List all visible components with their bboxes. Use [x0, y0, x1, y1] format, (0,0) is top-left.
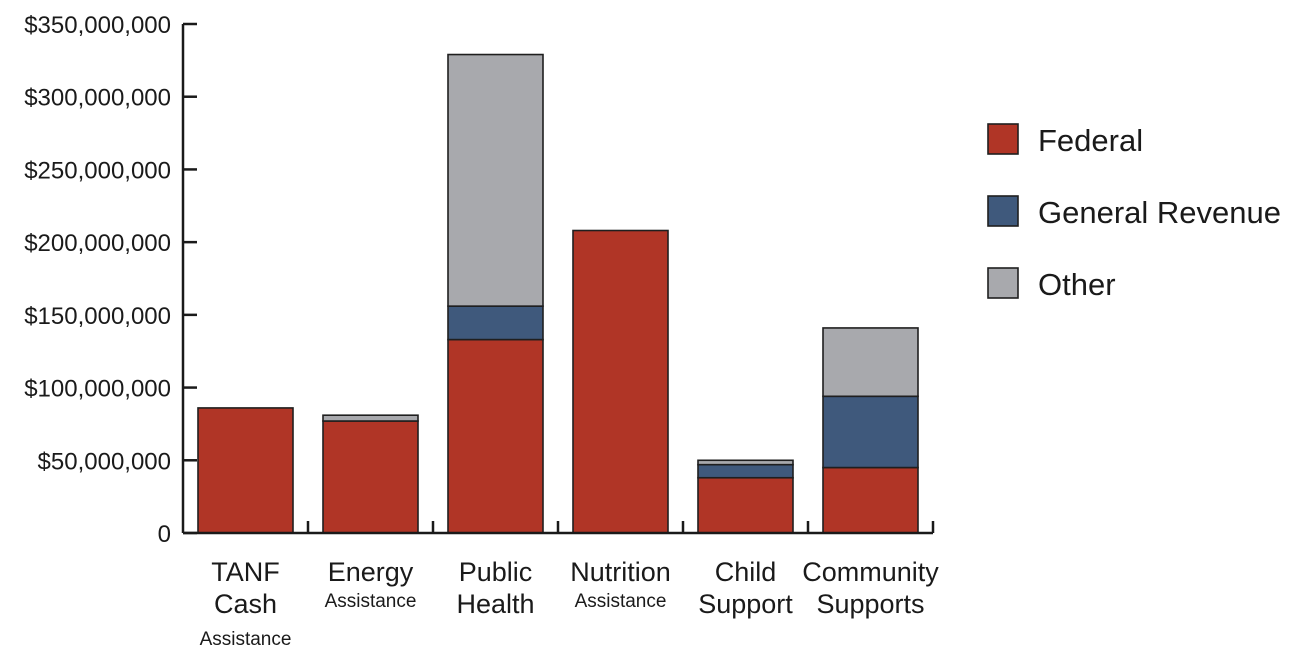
category-label-0-line-2: Assistance	[200, 629, 292, 650]
bar-1-series-2	[322, 414, 419, 422]
legend-swatch-2	[987, 267, 1019, 299]
bar-5-series-0	[822, 466, 919, 534]
chart-legend: Federal General Revenue Other	[987, 123, 1281, 302]
category-label-0-line-0: TANF	[211, 557, 280, 587]
category-label-0-line-1: Cash	[214, 589, 277, 619]
category-label-4-line-0: Child	[715, 557, 777, 587]
y-tick-label-1: $50,000,000	[38, 448, 171, 475]
bar-4-series-2	[697, 459, 794, 466]
legend-label-1: General Revenue	[1038, 195, 1281, 230]
category-label-2-line-1: Health	[456, 589, 534, 619]
y-tick-label-4: $200,000,000	[24, 230, 171, 257]
y-tick-label-6: $300,000,000	[24, 85, 171, 112]
category-label-1-line-0: Energy	[328, 557, 414, 587]
y-tick-label-3: $150,000,000	[24, 303, 171, 330]
legend-label-0: Federal	[1038, 123, 1143, 158]
category-label-4-line-1: Support	[698, 589, 793, 619]
bar-2-series-1	[447, 305, 544, 341]
category-label-3-line-1: Assistance	[575, 591, 667, 612]
y-tick-label-2: $100,000,000	[24, 376, 171, 403]
bar-4-series-0	[697, 476, 794, 534]
category-label-5-line-0: Community	[802, 557, 939, 587]
bar-3-series-0	[572, 229, 669, 534]
plot-area: 0 $50,000,000 $100,000,000 $150,000,000 $200…	[24, 12, 939, 650]
bar-2-series-2	[447, 53, 544, 307]
y-tick-label-7: $350,000,000	[24, 12, 171, 39]
legend-label-2: Other	[1038, 267, 1116, 302]
bar-0-series-0	[197, 407, 294, 534]
bar-4-series-1	[697, 463, 794, 479]
category-label-5-line-1: Supports	[816, 589, 924, 619]
legend-swatch-0	[987, 123, 1019, 155]
bar-5-series-1	[822, 395, 919, 469]
category-label-1-line-1: Assistance	[325, 591, 417, 612]
category-label-3-line-0: Nutrition	[570, 557, 671, 587]
y-tick-label-5: $250,000,000	[24, 157, 171, 184]
bar-1-series-0	[322, 420, 419, 534]
y-tick-label-0: 0	[158, 521, 171, 548]
bar-5-series-2	[822, 327, 919, 398]
category-label-2-line-0: Public	[459, 557, 533, 587]
legend-swatch-1	[987, 195, 1019, 227]
bar-2-series-0	[447, 338, 544, 534]
